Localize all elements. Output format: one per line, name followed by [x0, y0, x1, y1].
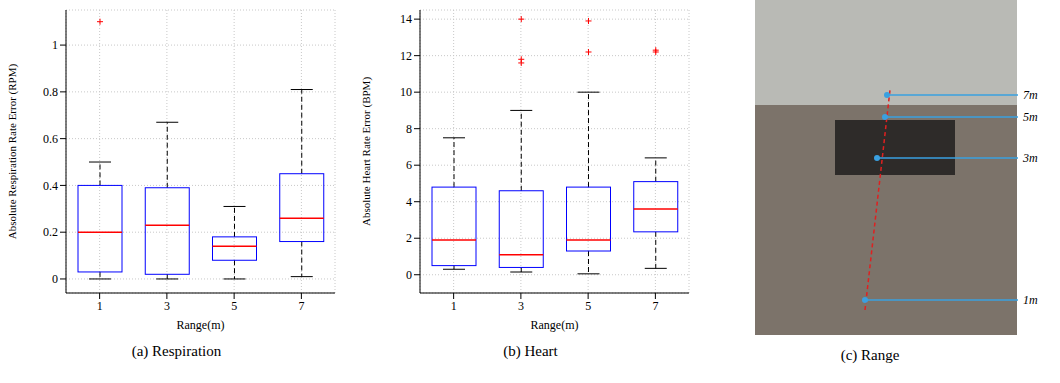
svg-text:4: 4 — [406, 195, 412, 209]
svg-text:Absolute Heart Rate Error (BPM: Absolute Heart Rate Error (BPM) — [360, 77, 373, 226]
svg-text:0: 0 — [406, 268, 412, 282]
svg-text:0.2: 0.2 — [43, 225, 58, 239]
svg-text:5: 5 — [231, 299, 237, 313]
svg-text:0.8: 0.8 — [43, 85, 58, 99]
svg-text:5m: 5m — [1023, 110, 1038, 124]
svg-text:5: 5 — [585, 299, 591, 313]
svg-text:6: 6 — [406, 158, 412, 172]
svg-text:3m: 3m — [1022, 151, 1038, 165]
svg-text:1: 1 — [52, 38, 58, 52]
html-text:(b) Heart: (b) Heart — [503, 343, 558, 359]
svg-text:Absolute Respiration Rate Erro: Absolute Respiration Rate Error (RPM) — [6, 63, 19, 239]
svg-text:0.4: 0.4 — [43, 179, 58, 193]
svg-text:1m: 1m — [1023, 293, 1038, 307]
svg-text:7: 7 — [652, 299, 658, 313]
svg-text:10: 10 — [400, 85, 412, 99]
svg-text:12: 12 — [400, 49, 412, 63]
svg-text:0.6: 0.6 — [43, 132, 58, 146]
svg-text:Range(m): Range(m) — [177, 318, 225, 332]
svg-text:7m: 7m — [1023, 88, 1038, 102]
svg-text:1: 1 — [451, 299, 457, 313]
html-text:(a) Respiration: (a) Respiration — [131, 343, 222, 359]
svg-text:Range(m): Range(m) — [531, 318, 579, 332]
svg-text:3: 3 — [164, 299, 170, 313]
svg-text:1: 1 — [97, 299, 103, 313]
svg-text:7: 7 — [298, 299, 304, 313]
svg-text:0: 0 — [52, 272, 58, 286]
svg-text:14: 14 — [400, 12, 412, 26]
svg-text:8: 8 — [406, 122, 412, 136]
svg-text:3: 3 — [518, 299, 524, 313]
html-text:(c) Range: (c) Range — [840, 347, 900, 363]
svg-text:2: 2 — [406, 231, 412, 245]
